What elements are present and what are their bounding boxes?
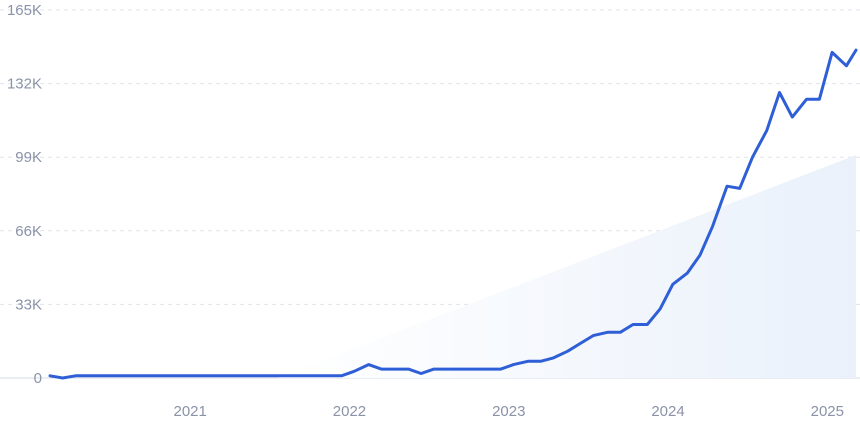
y-tick-label: 165K [7, 2, 42, 19]
y-tick-label: 0 [34, 370, 42, 387]
y-tick-label: 66K [15, 223, 42, 240]
x-tick-label: 2022 [333, 403, 366, 420]
trend-area [277, 154, 857, 378]
y-tick-label: 33K [15, 296, 42, 313]
x-tick-label: 2023 [492, 403, 525, 420]
series-line [48, 48, 858, 380]
x-tick-label: 2021 [173, 403, 206, 420]
y-axis-ticks: 0 33K 66K 99K 132K 165K [7, 2, 42, 387]
y-tick-label: 132K [7, 76, 42, 93]
x-axis-ticks: 2021 2022 2023 2024 2025 [173, 403, 844, 420]
y-tick-label: 99K [15, 149, 42, 166]
x-tick-label: 2025 [811, 403, 844, 420]
x-tick-label: 2024 [651, 403, 684, 420]
